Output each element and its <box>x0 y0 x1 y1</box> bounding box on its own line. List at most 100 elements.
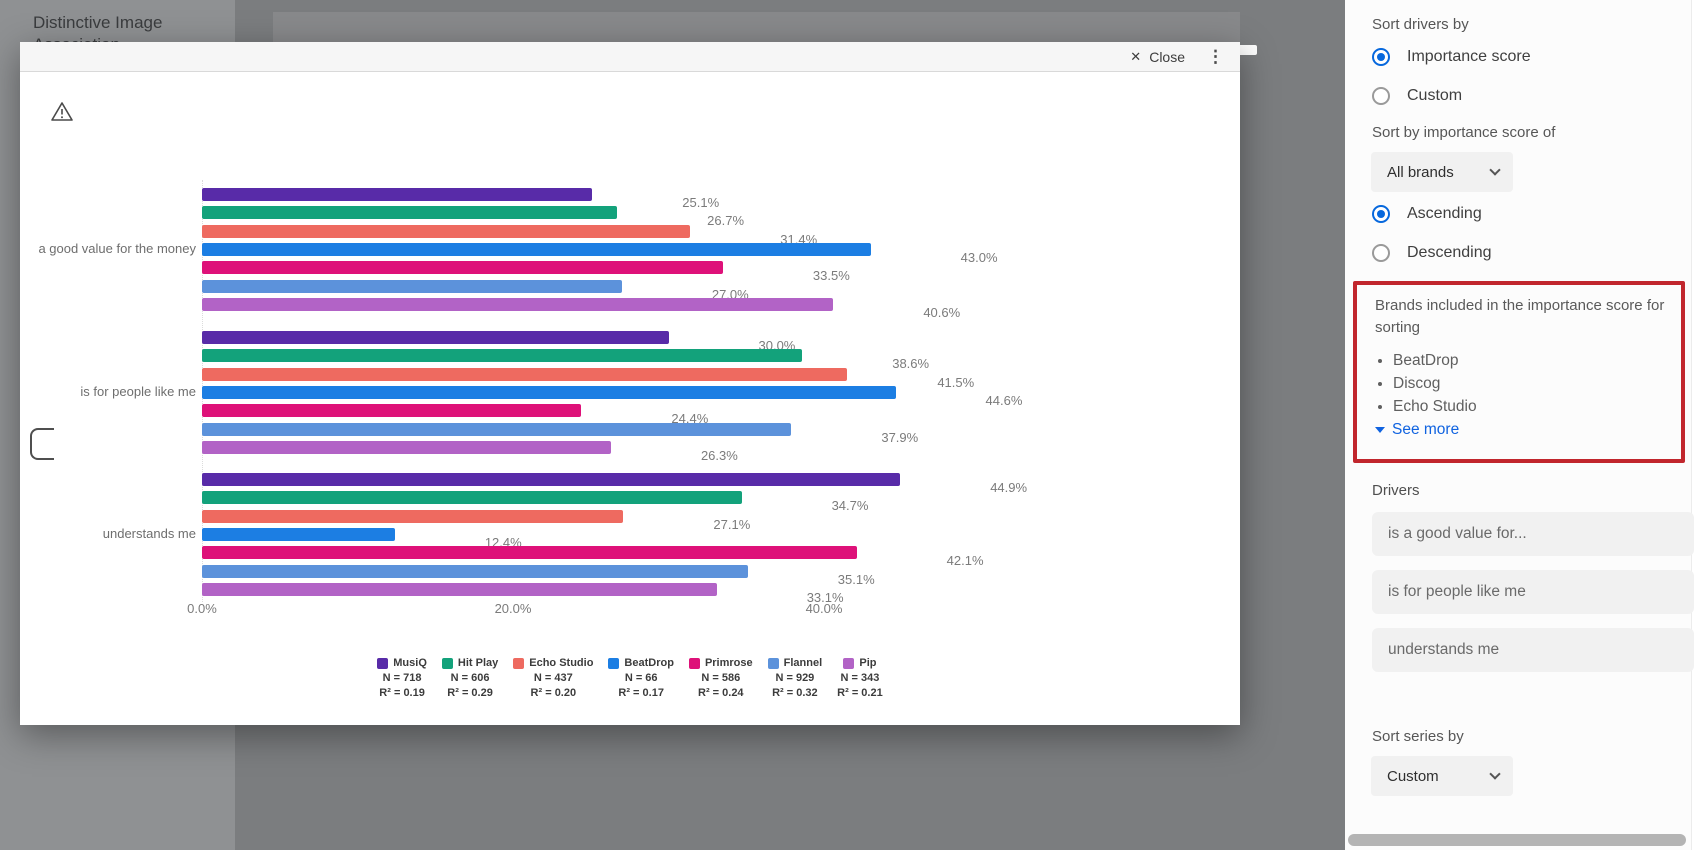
brands-included-list: BeatDrop Discog Echo Studio <box>1375 349 1667 418</box>
radio-custom-drivers-icon <box>1372 87 1390 105</box>
bar-value-label: 12.4% <box>484 534 522 550</box>
category-label: understands me <box>102 526 196 542</box>
legend-sample-size: N = 437 <box>533 672 573 684</box>
bar-value-label: 44.9% <box>990 480 1028 495</box>
legend-name-row: MusiQ <box>377 656 427 671</box>
chart-preview-modal: ✕ Close ⋮ a good value for the money 25.1… <box>20 42 1240 725</box>
see-more-label: See more <box>1392 421 1460 438</box>
brand-list-item: Echo Studio <box>1393 395 1667 418</box>
warning-icon <box>50 100 74 128</box>
legend-name-row: Echo Studio <box>513 656 593 671</box>
close-icon: ✕ <box>1130 48 1142 64</box>
brand-dropdown-value: All brands <box>1387 163 1454 181</box>
radio-descending-label: Descending <box>1407 244 1492 261</box>
annotation-highlight-box: Brands included in the importance score … <box>1353 281 1685 463</box>
kebab-menu-button[interactable]: ⋮ <box>1203 48 1228 65</box>
bar <box>202 367 848 381</box>
sidebar-vertical-scrollbar[interactable] <box>1691 0 1700 850</box>
series-sort-dropdown[interactable]: Custom <box>1371 756 1513 796</box>
background-content-block <box>273 12 1240 42</box>
bar <box>202 564 748 578</box>
legend-item: MusiQ N = 718 R² = 0.19 <box>377 656 427 701</box>
legend-sample-size: N = 606 <box>450 672 490 684</box>
bar-value-label: 42.1% <box>946 553 984 569</box>
brand-dropdown[interactable]: All brands <box>1371 152 1513 192</box>
x-axis-tick-label: 20.0% <box>494 601 532 616</box>
settings-sidebar: Sort drivers by Importance score Custom … <box>1345 0 1700 850</box>
legend-sample-size: N = 929 <box>775 672 815 684</box>
bar <box>202 422 792 436</box>
driver-field-2[interactable]: is for people like me <box>1372 570 1694 614</box>
bar <box>202 206 618 220</box>
bar-chart: a good value for the money 25.1% 26.7% 31.4… <box>20 42 1240 725</box>
bar-value-label: 34.7% <box>831 498 869 514</box>
bar <box>202 224 691 238</box>
legend-item: BeatDrop N = 66 R² = 0.17 <box>608 656 674 701</box>
bar-value-label: 25.1% <box>682 195 720 210</box>
legend-swatch <box>843 658 855 669</box>
bar <box>202 297 834 311</box>
bar-value-label: 31.4% <box>780 231 818 247</box>
sort-series-by-label: Sort series by <box>1372 728 1464 745</box>
sort-drivers-by-label: Sort drivers by <box>1372 16 1469 33</box>
bar-value-label: 26.7% <box>707 213 745 229</box>
bar <box>202 440 611 454</box>
legend-name-row: Pip <box>837 656 883 671</box>
background-panel-title-line2: Association <box>33 34 223 42</box>
driver-field-3[interactable]: understands me <box>1372 628 1694 672</box>
bar-value-label: 44.6% <box>985 392 1023 408</box>
legend-sample-size: N = 66 <box>624 672 658 684</box>
bar-value-label: 30.0% <box>758 338 796 353</box>
legend-series-name: MusiQ <box>393 657 427 669</box>
background-panel-title-line1: Distinctive Image <box>33 13 163 32</box>
close-button[interactable]: ✕ Close <box>1126 47 1189 67</box>
bar-value-label: 35.1% <box>837 571 875 587</box>
legend-r-squared: R² = 0.32 <box>772 687 818 699</box>
legend-series-name: Hit Play <box>457 657 499 669</box>
bar-value-label: 26.3% <box>700 447 738 463</box>
bar <box>202 582 717 596</box>
see-more-link[interactable]: See more <box>1375 421 1667 439</box>
brands-included-title: Brands included in the importance score … <box>1375 297 1665 336</box>
driver-field-1[interactable]: is a good value for... <box>1372 512 1694 556</box>
clipped-background-control <box>30 428 54 460</box>
modal-header: ✕ Close ⋮ <box>20 42 1240 72</box>
radio-descending[interactable]: Descending <box>1372 244 1492 262</box>
bar <box>202 349 803 363</box>
bar-value-label: 41.5% <box>937 374 975 390</box>
radio-importance-score[interactable]: Importance score <box>1372 48 1531 66</box>
bar <box>202 188 593 201</box>
bar <box>202 385 896 399</box>
chart-legend: MusiQ N = 718 R² = 0.19 Hit Play N = 606 R² =… <box>20 656 1240 701</box>
radio-custom-drivers[interactable]: Custom <box>1372 87 1462 105</box>
bar-value-label: 37.9% <box>881 429 919 445</box>
legend-r-squared: R² = 0.21 <box>837 687 883 699</box>
bar <box>202 261 723 275</box>
radio-importance-score-icon <box>1372 48 1390 66</box>
bar-value-label: 40.6% <box>923 304 961 320</box>
bar-value-label: 24.4% <box>671 411 709 427</box>
x-axis-tick-label: 0.0% <box>187 601 217 616</box>
legend-swatch <box>767 658 779 669</box>
legend-item: Echo Studio N = 437 R² = 0.20 <box>513 656 593 701</box>
radio-importance-score-label: Importance score <box>1407 48 1531 65</box>
legend-sample-size: N = 718 <box>382 672 422 684</box>
legend-name-row: Primrose <box>688 656 753 671</box>
legend-swatch <box>608 658 620 669</box>
radio-ascending[interactable]: Ascending <box>1372 205 1482 223</box>
legend-item: Primrose N = 586 R² = 0.24 <box>688 656 753 701</box>
bar-value-label: 33.5% <box>812 268 850 284</box>
sidebar-horizontal-scrollbar[interactable] <box>1348 834 1686 846</box>
bar-value-label: 38.6% <box>892 356 930 372</box>
triangle-down-icon <box>1375 427 1385 433</box>
legend-swatch <box>441 658 453 669</box>
bar-value-label: 33.1% <box>806 589 844 605</box>
legend-swatch <box>513 658 525 669</box>
bar <box>202 331 669 344</box>
legend-swatch <box>688 658 700 669</box>
bar <box>202 491 742 505</box>
legend-item: Pip N = 343 R² = 0.21 <box>837 656 883 701</box>
legend-r-squared: R² = 0.24 <box>698 687 744 699</box>
radio-ascending-icon <box>1372 205 1390 223</box>
